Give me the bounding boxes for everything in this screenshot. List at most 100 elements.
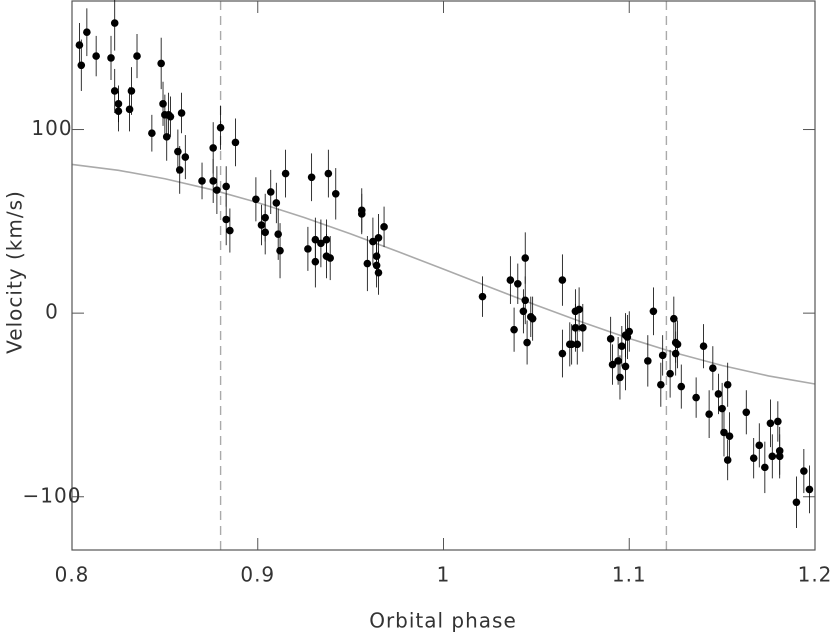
data-point xyxy=(705,410,713,418)
data-point xyxy=(175,166,184,174)
data-point xyxy=(157,59,165,68)
data-point xyxy=(307,173,316,182)
data-point xyxy=(304,245,312,253)
data-point xyxy=(374,268,383,277)
data-point xyxy=(519,307,528,316)
data-point xyxy=(374,234,383,242)
data-point xyxy=(579,324,587,332)
data-point xyxy=(198,177,206,185)
data-point xyxy=(749,454,758,462)
data-point xyxy=(216,123,225,132)
data-point xyxy=(774,417,782,426)
data-point xyxy=(357,210,366,218)
data-point xyxy=(177,109,186,117)
data-point xyxy=(775,447,784,455)
data-point xyxy=(317,239,325,248)
x-axis-label: Orbital phase xyxy=(369,609,517,633)
data-point xyxy=(162,133,171,141)
data-point xyxy=(125,105,134,114)
data-point xyxy=(805,485,814,494)
data-point xyxy=(723,380,732,389)
data-point xyxy=(666,369,674,378)
data-point xyxy=(261,213,269,222)
data-point xyxy=(222,215,230,224)
data-point xyxy=(478,292,487,301)
data-point xyxy=(363,259,372,268)
plot-frame xyxy=(71,0,816,551)
data-point xyxy=(766,419,775,428)
data-point xyxy=(720,428,728,437)
data-point xyxy=(75,41,84,49)
data-point xyxy=(644,357,652,365)
data-point xyxy=(670,314,678,323)
data-point xyxy=(274,230,282,238)
x-tick-label: 1 xyxy=(437,563,451,587)
data-point xyxy=(677,382,686,391)
data-point xyxy=(110,87,119,95)
data-point xyxy=(114,107,123,115)
data-point xyxy=(608,360,617,369)
y-axis-label: Velocity (km/s) xyxy=(3,190,27,354)
data-point xyxy=(324,169,333,178)
y-tick-label: 0 xyxy=(45,300,59,324)
data-point xyxy=(181,153,190,161)
data-point xyxy=(209,144,217,152)
data-point xyxy=(558,349,567,358)
data-point xyxy=(573,340,582,349)
data-point xyxy=(107,54,115,62)
data-point xyxy=(257,221,266,229)
data-point xyxy=(252,195,260,204)
data-point xyxy=(276,246,284,255)
x-tick-label: 1.2 xyxy=(798,563,830,587)
data-point xyxy=(699,342,708,350)
data-point xyxy=(657,380,665,389)
data-point xyxy=(723,456,732,464)
data-point xyxy=(372,252,381,261)
data-point xyxy=(614,357,622,365)
data-point xyxy=(159,100,167,108)
data-point xyxy=(231,138,240,147)
data-point xyxy=(692,393,700,402)
data-point xyxy=(658,351,667,360)
data-point xyxy=(369,237,377,246)
data-point xyxy=(331,189,340,198)
data-point xyxy=(649,307,658,316)
data-point xyxy=(558,276,567,284)
data-point xyxy=(272,199,281,207)
y-tick-label: 100 xyxy=(31,116,72,140)
data-point xyxy=(800,467,808,475)
data-point xyxy=(281,169,290,178)
data-point xyxy=(266,188,275,196)
data-point xyxy=(625,327,634,336)
data-point xyxy=(714,390,723,398)
data-point xyxy=(606,335,615,343)
data-point xyxy=(621,362,630,371)
data-point xyxy=(709,364,717,373)
data-point xyxy=(326,254,334,262)
data-point xyxy=(792,498,801,507)
data-point xyxy=(514,279,522,288)
data-point xyxy=(506,276,515,284)
data-point xyxy=(311,235,320,244)
data-point xyxy=(768,452,777,461)
data-point xyxy=(174,147,182,156)
x-tick-label: 0.8 xyxy=(55,563,90,587)
data-point xyxy=(92,52,100,60)
data-point xyxy=(148,129,156,138)
data-point xyxy=(127,87,136,95)
data-point xyxy=(226,226,234,235)
y-tick-label: −100 xyxy=(23,483,82,507)
x-tick-label: 0.9 xyxy=(240,563,275,587)
data-point xyxy=(209,177,217,185)
data-point xyxy=(761,463,769,472)
data-point xyxy=(521,296,530,305)
data-point xyxy=(166,112,175,121)
data-point xyxy=(567,340,576,349)
data-point xyxy=(521,254,530,262)
data-point xyxy=(77,61,86,70)
data-point xyxy=(725,432,734,440)
data-point xyxy=(528,314,537,323)
data-point xyxy=(110,19,119,27)
